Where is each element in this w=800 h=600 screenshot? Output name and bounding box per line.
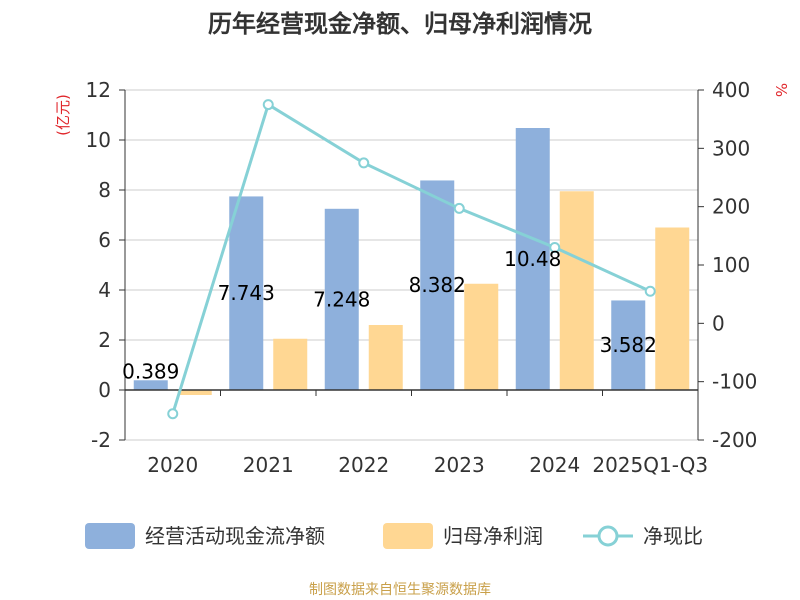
y-left-tick-label: 6	[98, 228, 111, 252]
bars	[133, 128, 690, 395]
legend-item-net-profit[interactable]: 归母净利润	[383, 523, 543, 549]
bar-value-label: 7.248	[313, 287, 370, 311]
bar-value-label: 8.382	[409, 273, 466, 297]
legend: 经营活动现金流净额 归母净利润 净现比	[85, 523, 703, 549]
legend-label-net-profit: 归母净利润	[443, 524, 543, 548]
y-left-tick-label: 8	[98, 178, 111, 202]
legend-item-ratio[interactable]: 净现比	[583, 524, 703, 548]
chart-title: 历年经营现金净额、归母净利润情况	[208, 10, 592, 38]
bar-cashflow	[133, 380, 168, 390]
y-right-tick-label: 0	[712, 311, 725, 335]
x-tick-label: 2021	[243, 453, 294, 477]
y-left-tick-label: 12	[86, 78, 111, 102]
axes: -2 0 2 4 6 8 10 12 -200 -100 0 100 200 300 400 2020 2021…	[86, 78, 758, 477]
bar-cashflow	[515, 128, 550, 390]
bar-cashflow	[229, 196, 264, 390]
bar-net-profit	[464, 283, 499, 390]
bar-net-profit	[273, 338, 308, 390]
y-left-tick-label: 4	[98, 278, 111, 302]
bar-value-label: 7.743	[218, 281, 275, 305]
bar-net-profit	[368, 325, 403, 390]
y-right-tick-label: -100	[712, 370, 757, 394]
bar-net-profit	[559, 191, 594, 390]
bar-net-profit	[655, 227, 690, 390]
y-left-tick-label: 2	[98, 328, 111, 352]
y-right-tick-label: 400	[712, 78, 750, 102]
bar-net-profit	[177, 390, 212, 395]
ratio-point	[453, 202, 465, 214]
y-left-unit-label: (亿元)	[54, 94, 72, 136]
y-left-tick-label: 0	[98, 378, 111, 402]
y-right-tick-label: 200	[712, 195, 750, 219]
ratio-point	[549, 242, 561, 253]
legend-item-cashflow[interactable]: 经营活动现金流净额	[85, 523, 325, 549]
legend-marker-ratio	[597, 525, 619, 547]
x-tick-label: 2023	[434, 453, 485, 477]
ratio-line	[167, 99, 656, 420]
y-right-tick-label: 300	[712, 136, 750, 160]
bar-cashflow	[324, 208, 359, 390]
ratio-point	[262, 99, 274, 111]
ratio-point	[358, 157, 370, 169]
data-labels: 0.389 7.743 7.248 8.382 10.48 3.582	[122, 247, 657, 383]
bar-value-label: 3.582	[600, 333, 657, 357]
ratio-point	[167, 408, 179, 420]
legend-label-cashflow: 经营活动现金流净额	[145, 524, 325, 548]
bar-cashflow	[611, 300, 646, 390]
data-source: 制图数据来自恒生聚源数据库	[309, 582, 491, 598]
y-right-unit-label: %	[772, 83, 790, 97]
ratio-line-path	[171, 102, 651, 415]
bar-value-label: 0.389	[122, 359, 179, 383]
x-tick-label: 2020	[147, 453, 198, 477]
bar-cashflow	[420, 180, 455, 390]
x-tick-label: 2024	[529, 453, 580, 477]
legend-swatch-net-profit	[383, 523, 433, 549]
x-tick-label: 2025Q1-Q3	[592, 453, 708, 477]
y-right-tick-label: -200	[712, 428, 757, 452]
y-right-tick-label: 100	[712, 253, 750, 277]
legend-label-ratio: 净现比	[643, 524, 703, 548]
legend-swatch-cashflow	[85, 523, 135, 549]
y-left-tick-label: 10	[86, 128, 111, 152]
x-tick-label: 2022	[338, 453, 389, 477]
bar-value-label: 10.48	[504, 247, 561, 271]
ratio-point	[644, 285, 656, 297]
y-left-tick-label: -2	[91, 428, 111, 452]
